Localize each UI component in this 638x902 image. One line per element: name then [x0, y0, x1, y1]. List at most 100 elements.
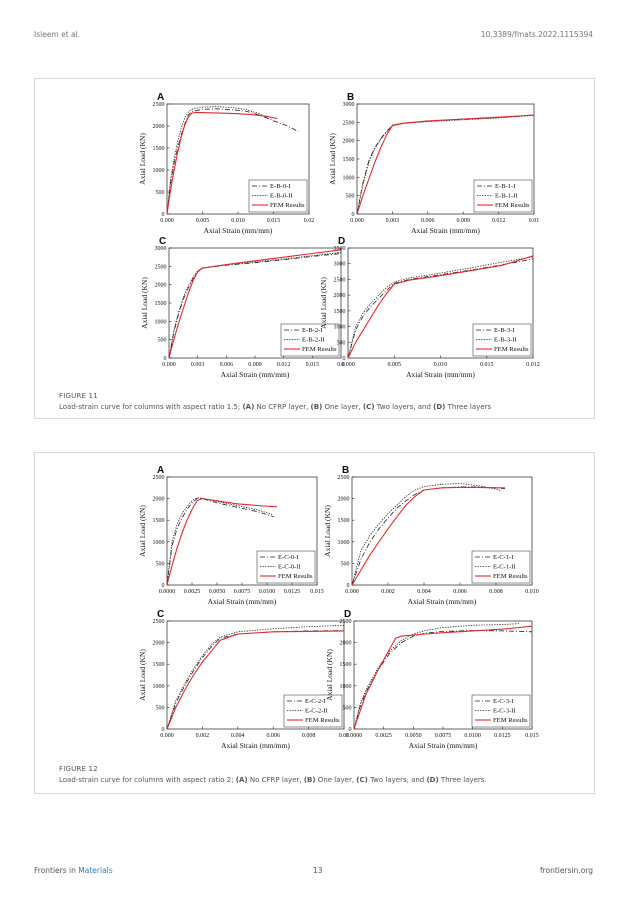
- caption-fragment: (C): [362, 403, 375, 411]
- x-tick-label: 0.0000: [346, 733, 363, 739]
- y-tick-label: 500: [341, 561, 350, 567]
- y-tick-label: 0: [162, 212, 165, 218]
- legend-label: E-B-0-II: [270, 193, 293, 200]
- legend-label: E-C-1-I: [493, 554, 514, 561]
- x-tick-label: 0.0100: [259, 589, 276, 595]
- y-tick-label: 1000: [334, 325, 346, 331]
- y-tick-label: 2500: [340, 619, 352, 625]
- chart-panel-C: C 0 500 1000 1500 2000 2500 3000 0.000 0.003 0.006…: [140, 236, 345, 379]
- x-tick-label: 0.0100: [464, 733, 481, 739]
- x-tick-label: 0.012: [492, 218, 506, 224]
- series-line-E-B-2-II: [168, 252, 342, 359]
- chart-panel-D: D 0 500 1000 1500 2000 2500 0.0000 0.0025 0.0050 0…: [325, 609, 539, 750]
- x-tick-label: 0.0125: [494, 733, 511, 739]
- plot-frame: [351, 476, 533, 586]
- figure-12-caption-text: Load-strain curve for columns with aspec…: [59, 775, 487, 786]
- y-tick-label: 2500: [153, 102, 165, 108]
- legend-label: E-C-2-II: [305, 708, 328, 715]
- series-line-FEM Results: [166, 498, 278, 586]
- footer-journal: Frontiers in Materials: [34, 866, 113, 875]
- legend-label: FEM Results: [494, 346, 529, 353]
- y-tick-label: 0: [347, 583, 350, 589]
- y-axis-label: Axial Load (KN): [323, 505, 332, 557]
- series-line-E-B-3-I: [347, 258, 534, 359]
- x-axis-label: Axial Strain (mm/mm): [221, 370, 290, 379]
- y-tick-label: 1500: [153, 518, 165, 524]
- y-axis-label: Axial Load (KN): [319, 277, 328, 329]
- series-line-FEM Results: [166, 630, 345, 730]
- y-tick-label: 1500: [338, 518, 350, 524]
- y-tick-label: 2500: [343, 120, 355, 126]
- legend-label: E-B-3-II: [494, 337, 517, 344]
- series-line-E-C-0-II: [166, 497, 273, 586]
- caption-fragment: Load-strain curve for columns with aspec…: [59, 776, 236, 784]
- x-tick-label: 0.009: [248, 362, 262, 368]
- caption-fragment: (B): [310, 403, 323, 411]
- y-tick-label: 2000: [153, 497, 165, 503]
- x-axis-label: Axial Strain (mm/mm): [406, 370, 475, 379]
- running-header-authors: Isleem et al.: [34, 30, 81, 39]
- y-tick-label: 1500: [340, 662, 352, 668]
- series-line-FEM Results: [356, 114, 535, 215]
- legend-label: FEM Results: [493, 573, 528, 580]
- panel-letter: D: [344, 609, 351, 620]
- y-tick-label: 1000: [153, 168, 165, 174]
- x-axis-label: Axial Strain (mm/mm): [409, 741, 478, 750]
- x-tick-label: 0.015: [480, 362, 494, 368]
- legend-box: [283, 694, 343, 728]
- series-line-FEM Results: [351, 486, 505, 586]
- x-tick-label: 0.0050: [209, 589, 226, 595]
- series-line-FEM Results: [347, 255, 534, 359]
- footer-journal-prefix: Frontiers in: [34, 866, 76, 875]
- caption-fragment: (B): [303, 776, 316, 784]
- caption-fragment: Three layers.: [438, 776, 487, 784]
- y-axis-label: Axial Load (KN): [138, 505, 147, 557]
- y-tick-label: 1000: [338, 540, 350, 546]
- y-tick-label: 2500: [334, 277, 346, 283]
- running-header-doi: 10.3389/fmats.2022.1115394: [480, 30, 593, 39]
- legend-label: E-B-3-I: [494, 327, 515, 334]
- panel-letter: B: [347, 92, 354, 103]
- x-tick-label: 0.0025: [375, 733, 392, 739]
- y-tick-label: 2000: [334, 293, 346, 299]
- y-axis-label: Axial Load (KN): [140, 277, 149, 329]
- x-tick-label: 0.003: [386, 218, 400, 224]
- y-tick-label: 1500: [334, 309, 346, 315]
- y-tick-label: 500: [343, 705, 352, 711]
- y-tick-label: 2000: [155, 283, 167, 289]
- footer-page-number: 13: [313, 866, 323, 875]
- series-line-E-B-0-I: [166, 108, 299, 215]
- y-axis-label: Axial Load (KN): [325, 649, 334, 701]
- caption-fragment: (D): [433, 403, 446, 411]
- chart-legend: E-B-0-I E-B-0-II FEM Results: [248, 179, 308, 213]
- x-tick-label: 0.0075: [234, 589, 251, 595]
- y-tick-label: 0: [352, 212, 355, 218]
- x-axis-label: Axial Strain (mm/mm): [408, 597, 477, 606]
- legend-box: [256, 550, 316, 584]
- chart-legend: E-C-0-I E-C-0-II FEM Results: [256, 550, 316, 584]
- x-tick-label: 0.000: [345, 589, 359, 595]
- chart-panel-A: A 0 500 1000 1500 2000 2500 0.000 0.005 0.010 0.01…: [138, 92, 314, 235]
- footer-site-link[interactable]: frontiersin.org: [539, 866, 593, 875]
- legend-label: E-B-1-II: [495, 193, 518, 200]
- series-line-E-C-1-II: [351, 483, 502, 586]
- x-tick-label: 0.0075: [435, 733, 452, 739]
- x-tick-label: 0.0000: [159, 589, 176, 595]
- x-tick-label: 0.008: [302, 733, 316, 739]
- x-tick-label: 0.000: [350, 218, 364, 224]
- figure-12-title: FIGURE 12: [59, 765, 98, 773]
- legend-label: E-C-3-II: [493, 708, 516, 715]
- x-tick-label: 0.01: [339, 733, 350, 739]
- y-tick-label: 500: [337, 340, 346, 346]
- x-tick-label: 0.005: [196, 218, 210, 224]
- legend-label: E-C-1-II: [493, 564, 516, 571]
- y-tick-label: 1500: [343, 157, 355, 163]
- y-tick-label: 1000: [340, 684, 352, 690]
- y-tick-label: 2000: [340, 641, 352, 647]
- y-axis-label: Axial Load (KN): [328, 133, 337, 185]
- x-tick-label: 0.006: [453, 589, 467, 595]
- x-tick-label: 0.005: [388, 362, 402, 368]
- x-tick-label: 0.01: [529, 218, 540, 224]
- y-tick-label: 3000: [343, 102, 355, 108]
